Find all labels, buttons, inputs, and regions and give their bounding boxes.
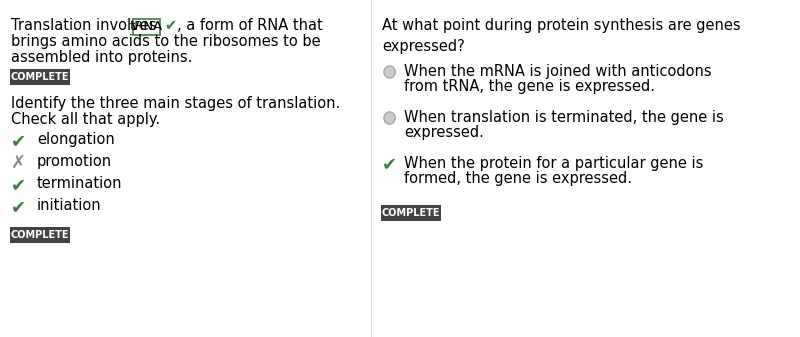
FancyBboxPatch shape bbox=[382, 205, 441, 221]
Text: from tRNA, the gene is expressed.: from tRNA, the gene is expressed. bbox=[405, 79, 655, 94]
Text: elongation: elongation bbox=[37, 132, 115, 147]
FancyBboxPatch shape bbox=[133, 19, 161, 35]
Text: promotion: promotion bbox=[37, 154, 112, 169]
Text: When the protein for a particular gene is: When the protein for a particular gene i… bbox=[405, 156, 704, 171]
Circle shape bbox=[384, 66, 395, 78]
Text: COMPLETE: COMPLETE bbox=[382, 208, 440, 218]
Text: COMPLETE: COMPLETE bbox=[10, 230, 69, 240]
Text: termination: termination bbox=[37, 176, 122, 191]
Text: ✔: ✔ bbox=[11, 176, 26, 194]
Text: Identify the three main stages of translation.: Identify the three main stages of transl… bbox=[11, 96, 340, 111]
Text: expressed.: expressed. bbox=[405, 125, 484, 140]
Text: assembled into proteins.: assembled into proteins. bbox=[11, 50, 193, 65]
Text: When the mRNA is joined with anticodons: When the mRNA is joined with anticodons bbox=[405, 64, 712, 79]
Text: tRNA: tRNA bbox=[130, 21, 163, 33]
FancyBboxPatch shape bbox=[10, 227, 70, 243]
Text: Translation involves: Translation involves bbox=[11, 18, 162, 33]
Text: ✗: ✗ bbox=[11, 154, 26, 172]
Text: When translation is terminated, the gene is: When translation is terminated, the gene… bbox=[405, 110, 724, 125]
Text: initiation: initiation bbox=[37, 198, 102, 213]
Text: COMPLETE: COMPLETE bbox=[10, 72, 69, 82]
Text: formed, the gene is expressed.: formed, the gene is expressed. bbox=[405, 171, 633, 186]
Text: Check all that apply.: Check all that apply. bbox=[11, 112, 160, 127]
Text: At what point during protein synthesis are genes
expressed?: At what point during protein synthesis a… bbox=[382, 18, 741, 54]
Text: brings amino acids to the ribosomes to be: brings amino acids to the ribosomes to b… bbox=[11, 34, 321, 49]
Text: , a form of RNA that: , a form of RNA that bbox=[177, 18, 323, 33]
Text: ✔: ✔ bbox=[164, 18, 177, 33]
FancyBboxPatch shape bbox=[10, 69, 70, 85]
Text: ✔: ✔ bbox=[11, 132, 26, 150]
Text: ✔: ✔ bbox=[11, 198, 26, 216]
Circle shape bbox=[384, 112, 395, 124]
Text: ✔: ✔ bbox=[382, 155, 397, 173]
